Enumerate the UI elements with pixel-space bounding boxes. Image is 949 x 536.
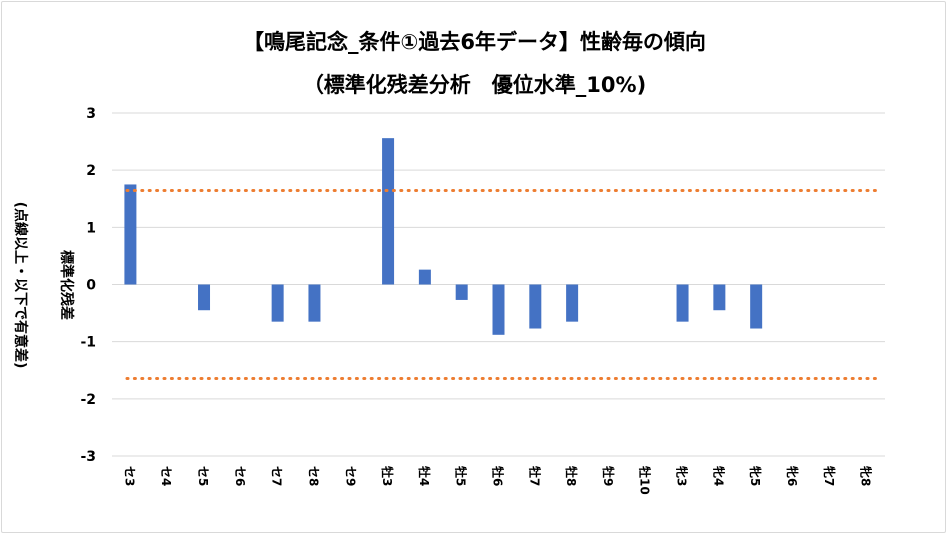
category-label: セ9 [343, 466, 357, 486]
category-label: 牝5 [748, 466, 763, 486]
bar-牡7 [529, 284, 542, 329]
category-label: 牡3 [380, 466, 395, 486]
y-tick-label: -2 [80, 392, 96, 408]
bar-牡6 [492, 284, 505, 335]
category-label: 牡9 [601, 466, 616, 486]
category-label: セ7 [270, 466, 284, 486]
bar-牝4 [713, 284, 726, 311]
threshold-lines [125, 188, 882, 381]
category-label: セ8 [306, 466, 320, 486]
bar-牝3 [676, 284, 689, 322]
category-label: 牡5 [454, 466, 469, 486]
category-label: 牡10 [638, 466, 653, 495]
bar-セ5 [198, 284, 211, 311]
y-axis-label-line2: (点線以上・以下で有意差) [12, 202, 29, 369]
category-label: 牡7 [527, 466, 542, 486]
category-label: 牝6 [785, 466, 800, 486]
category-label: 牡6 [491, 466, 506, 486]
category-label: 牝7 [822, 466, 837, 486]
y-axis-label-line1: 標準化残差 [58, 250, 75, 320]
bar-セ3 [124, 184, 137, 285]
chart-subtitle: （標準化残差分析 優位水準_10%) [302, 73, 647, 97]
bar-牡5 [455, 284, 468, 300]
category-label: セ3 [122, 466, 136, 486]
category-label: 牡8 [564, 466, 579, 486]
category-label: 牝4 [711, 466, 726, 486]
chart-title: 【鳴尾記念_条件①過去6年データ】性齢毎の傾向 [243, 30, 706, 54]
y-tick-label: -1 [80, 335, 96, 351]
y-tick-label: 3 [86, 106, 96, 122]
y-tick-label: 1 [86, 220, 96, 236]
category-label: セ6 [233, 466, 247, 486]
bar-セ7 [271, 284, 284, 322]
bar-牝5 [750, 284, 763, 329]
category-label: 牝8 [859, 466, 874, 486]
category-label: セ4 [159, 466, 173, 486]
category-label: セ5 [196, 466, 210, 486]
bar-牡4 [418, 269, 431, 285]
y-tick-label: -3 [80, 449, 96, 465]
bar-セ8 [308, 284, 321, 322]
y-tick-label: 2 [86, 163, 96, 179]
category-labels: セ3 セ4 セ5 セ6 セ7 セ8 セ9 牡3 牡4 牡5 牡6 牡7 牡8 牡9 牡10 牝3 牝4 牝5 牝6 牝… [122, 466, 873, 495]
category-label: 牝3 [675, 466, 690, 486]
y-tick-labels: 3 2 1 0 -1 -2 -3 [80, 106, 96, 465]
bars [124, 138, 763, 335]
y-axis-label: 標準化残差 (点線以上・以下で有意差) [12, 202, 75, 369]
bar-牡3 [382, 138, 395, 285]
category-label: 牡4 [417, 466, 432, 486]
y-tick-label: 0 [86, 278, 96, 294]
bar-牡8 [566, 284, 579, 322]
